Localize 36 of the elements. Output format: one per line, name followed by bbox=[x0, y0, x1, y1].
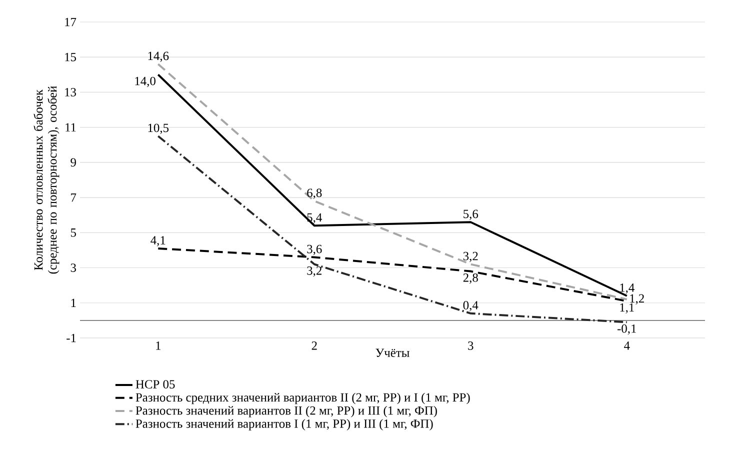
y-tick-label: 13 bbox=[65, 88, 76, 96]
y-tick-label: 9 bbox=[70, 158, 76, 167]
x-tick-label: 4 bbox=[624, 342, 630, 350]
y-tick-label: 7 bbox=[71, 193, 76, 202]
data-label: 14,6 bbox=[148, 52, 169, 62]
legend-label: Разность значений вариантов I (1 мг, РР) и III (1 мг, ФП) bbox=[136, 419, 433, 430]
y-tick-label: 1 bbox=[71, 298, 76, 307]
data-label: 1,4 bbox=[620, 284, 634, 294]
x-tick-label: 3 bbox=[468, 342, 474, 350]
data-label: 3,2 bbox=[307, 266, 322, 277]
y-tick-label: 5 bbox=[70, 228, 76, 237]
legend-label: Разность средних значений вариантов II (2 мг, РР) и I (1 мг, РР) bbox=[136, 392, 470, 404]
y-tick-label: 15 bbox=[65, 52, 76, 62]
data-label: 5,4 bbox=[307, 213, 322, 224]
data-label: 4,1 bbox=[150, 236, 166, 246]
y-tick-label: 11 bbox=[66, 123, 76, 132]
data-label: 3,2 bbox=[463, 252, 478, 262]
data-label: 14,0 bbox=[135, 76, 156, 88]
y-tick-label: 17 bbox=[65, 18, 76, 26]
y-tick-label: 3 bbox=[70, 264, 76, 272]
x-tick-label: 1 bbox=[156, 342, 161, 350]
y-axis-title: Количество отловленных бабочек (среднее по повторностям), особей bbox=[34, 86, 60, 274]
data-label: 6,8 bbox=[307, 188, 322, 199]
data-label: 1,1 bbox=[620, 303, 634, 314]
data-label: 5,6 bbox=[464, 210, 478, 220]
data-label: 0,4 bbox=[463, 301, 478, 312]
y-tick-label: -1 bbox=[66, 334, 76, 342]
legend-label: Разность значений вариантов II (2 мг, РР) и III (1 мг, ФП) bbox=[136, 406, 437, 418]
data-label: 3,6 bbox=[307, 244, 322, 256]
data-label: 1,2 bbox=[630, 294, 644, 304]
data-label: 10,5 bbox=[148, 124, 169, 134]
legend-label: НСР 05 bbox=[136, 380, 175, 388]
x-axis-title: Учёты bbox=[376, 348, 410, 358]
x-tick-label: 2 bbox=[312, 342, 317, 350]
data-label: -0,1 bbox=[617, 324, 636, 335]
data-label: 2,8 bbox=[463, 273, 478, 284]
